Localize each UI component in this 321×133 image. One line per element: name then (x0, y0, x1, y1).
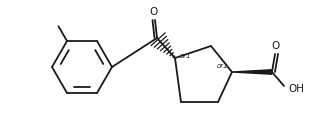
Text: O: O (150, 7, 158, 17)
Text: or1: or1 (216, 63, 228, 69)
Text: or1: or1 (180, 53, 192, 59)
Polygon shape (232, 70, 272, 74)
Text: OH: OH (288, 84, 304, 94)
Text: O: O (272, 41, 280, 51)
